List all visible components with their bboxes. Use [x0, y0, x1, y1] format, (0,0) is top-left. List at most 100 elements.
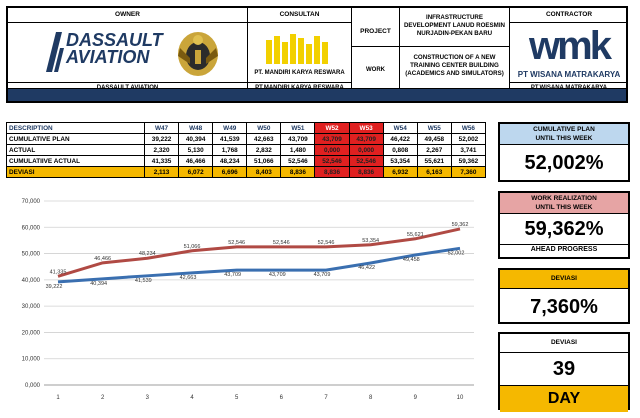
work-description: CONSTRUCTION OF A NEW TRAINING CENTER BU… [405, 54, 504, 77]
y-tick-label: 70,000 [22, 199, 41, 205]
table-cell: 6,932 [382, 166, 418, 178]
x-tick-label: 9 [414, 395, 418, 401]
table-cell: 40,394 [178, 133, 214, 145]
work-realization-subtitle: UNTIL THIS WEEK [535, 204, 593, 211]
table-cell: 46,466 [178, 155, 214, 167]
table-cell: 2,267 [416, 144, 452, 156]
consultant-logo-icon [266, 34, 328, 64]
air-force-emblem-icon [178, 32, 218, 76]
table-cell: 0,808 [382, 144, 418, 156]
table-row: DEVIASI 2,113 6,072 6,696 8,403 8,836 8,836 8,8… [6, 166, 487, 178]
cumulative-plan-subtitle: UNTIL THIS WEEK [535, 135, 593, 142]
deviasi-days-unit: DAY [500, 386, 628, 412]
deviasi-percent-value: 7,360% [530, 296, 598, 318]
table-cell: 51,066 [246, 155, 282, 167]
data-label: 46,466 [94, 256, 111, 262]
x-tick-label: 6 [280, 395, 284, 401]
data-label: 48,234 [139, 251, 156, 257]
owner-label: OWNER [115, 11, 140, 18]
table-cell: 0,000 [348, 144, 384, 156]
table-cell: 42,663 [246, 133, 282, 145]
x-tick-label: 4 [190, 395, 194, 401]
table-header-cell: W53 [348, 122, 384, 134]
data-label: 52,546 [228, 240, 245, 246]
deviasi-days-title: DEVIASI [500, 334, 628, 353]
table-header-cell: DESCRIPTION [6, 122, 145, 134]
project-work-descriptions: INFRASTRUCTURE DEVELOPMENT LANUD ROESMIN… [400, 8, 510, 101]
data-label: 52,546 [318, 240, 335, 246]
data-label: 59,362 [452, 222, 469, 228]
table-cell: 46,422 [382, 133, 418, 145]
data-label: 40,394 [90, 281, 107, 287]
table-header-cell: W47 [143, 122, 180, 134]
table-cell: 41,539 [212, 133, 248, 145]
header-divider-band [8, 88, 626, 101]
table-cell: 6,696 [212, 166, 248, 178]
table-cell: 43,709 [348, 133, 384, 145]
data-label: 49,458 [403, 257, 420, 263]
work-realization-panel: WORK REALIZATION UNTIL THIS WEEK 59,362%… [498, 191, 630, 259]
table-cell: 6,072 [178, 166, 214, 178]
work-realization-value: 59,362% [524, 218, 604, 240]
project-description: INFRASTRUCTURE DEVELOPMENT LANUD ROESMIN… [403, 14, 506, 37]
data-label: 46,422 [358, 265, 375, 271]
table-header-cell: W51 [280, 122, 316, 134]
table-row: CUMULATIVE PLAN 39,222 40,394 41,539 42,663 4… [6, 133, 487, 145]
table-cell: 53,354 [382, 155, 418, 167]
deviasi-days-value: 39 [500, 353, 628, 386]
project-header: OWNER DASSAULT AVIATION DASSAULT AVIATIO… [6, 6, 628, 103]
y-tick-label: 20,000 [22, 330, 41, 336]
table-cell: 39,222 [143, 133, 180, 145]
owner-logo-line1: DASSAULT [66, 30, 163, 50]
consultant-label: CONSULTAN [279, 11, 320, 18]
data-label: 42,663 [180, 275, 197, 281]
table-cell: 43,709 [280, 133, 316, 145]
progress-chart: 0,000 10,000 20,000 30,000 40,000 50,000 60,00… [22, 199, 474, 401]
table-cell: 49,458 [416, 133, 452, 145]
data-label: 53,354 [362, 238, 379, 244]
data-label: 41,539 [135, 278, 152, 284]
data-label: 55,621 [407, 232, 424, 238]
project-work-labels: PROJECT WORK [352, 8, 400, 101]
table-cell: 8,403 [246, 166, 282, 178]
table-header-cell: W49 [212, 122, 248, 134]
series-line [57, 246, 461, 284]
x-tick-label: 5 [235, 395, 239, 401]
table-cell: 1,768 [212, 144, 248, 156]
y-tick-label: 30,000 [22, 304, 41, 310]
deviasi-percent-title: DEVIASI [500, 270, 628, 289]
owner-logo-text: DASSAULT AVIATION [66, 30, 163, 66]
table-cell: 2,113 [143, 166, 180, 178]
table-row-label: ACTUAL [6, 144, 145, 156]
table-cell: 0,000 [314, 144, 350, 156]
x-tick-label: 8 [369, 395, 373, 401]
x-tick-label: 2 [101, 395, 105, 401]
data-label: 52,546 [273, 240, 290, 246]
deviasi-percent-panel: DEVIASI 7,360% [498, 268, 630, 324]
table-row-label: CUMULATIIVE ACTUAL [6, 155, 145, 167]
data-label: 39,222 [46, 284, 63, 290]
ahead-progress-note: AHEAD PROGRESS [500, 244, 628, 254]
table-row-label: CUMULATIVE PLAN [6, 133, 145, 145]
table-header-cell: W52 [314, 122, 350, 134]
x-tick-label: 10 [457, 395, 464, 401]
table-row-label: DEVIASI [6, 166, 145, 178]
table-cell: 6,163 [416, 166, 452, 178]
table-header-cell: W54 [382, 122, 418, 134]
table-cell: 5,130 [178, 144, 214, 156]
x-tick-label: 7 [324, 395, 328, 401]
table-header-cell: W56 [450, 122, 487, 134]
table-cell: 8,836 [314, 166, 350, 178]
cumulative-plan-panel: CUMULATIVE PLAN UNTIL THIS WEEK 52,002% [498, 122, 630, 182]
cumulative-plan-value: 52,002% [524, 152, 604, 174]
table-row: ACTUAL 2,320 5,130 1,768 2,832 1,480 0,000 0,00… [6, 144, 487, 156]
y-tick-label: 40,000 [22, 278, 41, 284]
table-cell: 2,832 [246, 144, 282, 156]
data-label: 41,335 [50, 269, 67, 275]
y-tick-label: 10,000 [22, 357, 41, 363]
table-row: CUMULATIIVE ACTUAL 41,335 46,466 48,234 51,0… [6, 155, 487, 167]
table-cell: 8,836 [280, 166, 316, 178]
table-header-row: DESCRIPTION W47 W48 W49 W50 W51 W52 W53 W54 W55 W5… [6, 122, 487, 134]
work-label: WORK [366, 67, 385, 73]
x-tick-label: 3 [146, 395, 150, 401]
